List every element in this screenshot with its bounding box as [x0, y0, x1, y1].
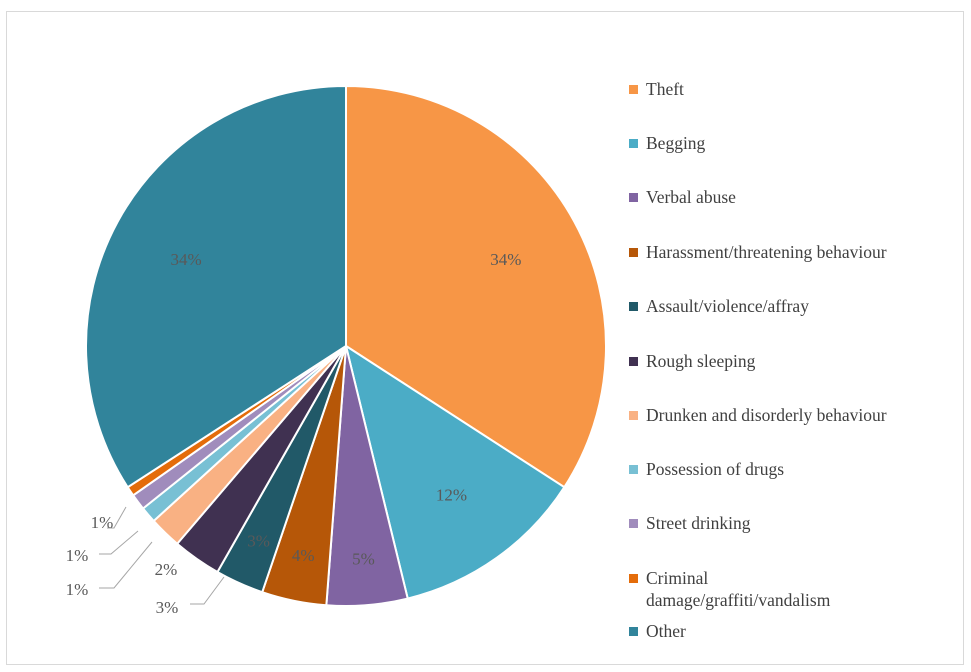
data-label: 1%	[91, 513, 114, 532]
legend-label: Verbal abuse	[646, 187, 736, 207]
data-label: 4%	[292, 546, 315, 565]
legend-label: Rough sleeping	[646, 351, 756, 371]
legend-swatch	[629, 574, 638, 583]
legend-swatch	[629, 139, 638, 148]
leader-line	[190, 576, 225, 605]
legend-label: Drunken and disorderly behaviour	[646, 405, 887, 425]
legend-item: Verbal abuse	[629, 186, 969, 208]
legend-label: Begging	[646, 133, 706, 153]
legend-item: Other	[629, 620, 969, 642]
legend-item: Street drinking	[629, 512, 969, 534]
legend-swatch	[629, 357, 638, 366]
legend-swatch	[629, 302, 638, 311]
legend-item: Begging	[629, 132, 969, 154]
legend-item: Possession of drugs	[629, 458, 969, 480]
legend-swatch	[629, 193, 638, 202]
legend-item: Rough sleeping	[629, 350, 969, 372]
legend-swatch	[629, 85, 638, 94]
legend-label: Harassment/threatening behaviour	[646, 242, 887, 262]
data-label: 34%	[490, 250, 521, 269]
data-label: 12%	[436, 485, 467, 504]
legend-swatch	[629, 465, 638, 474]
legend-label: Assault/violence/affray	[646, 296, 809, 316]
legend-swatch	[629, 248, 638, 257]
leader-line	[107, 506, 127, 529]
legend-item: Theft	[629, 78, 969, 100]
data-label: 5%	[352, 549, 375, 568]
pie-slice-other	[85, 84, 347, 489]
data-label: 3%	[156, 598, 179, 617]
legend-item: Drunken and disorderly behaviour	[629, 404, 969, 426]
legend-item: Assault/violence/affray	[629, 295, 969, 317]
data-label: 2%	[155, 560, 178, 579]
legend-label: Street drinking	[646, 513, 751, 533]
data-label: 1%	[66, 580, 89, 599]
data-label: 3%	[247, 531, 270, 550]
data-label: 34%	[171, 250, 202, 269]
pie-chart: 34%12%5%4%3%3%2%1%1%1%34%	[66, 84, 607, 617]
legend-label: Possession of drugs	[646, 459, 785, 479]
legend-swatch	[629, 627, 638, 636]
legend-swatch	[629, 411, 638, 420]
leader-line	[99, 541, 153, 589]
data-label: 1%	[66, 546, 89, 565]
chart-frame: 34% 12% 5% 4% 3% 3% 2% 1% 1% 1% 34% Theft Begging Ve…	[6, 11, 964, 665]
legend-item: Criminal damage/graffiti/vandalism	[629, 567, 969, 611]
legend-label: Other	[646, 621, 686, 641]
legend-item: Harassment/threatening behaviour	[629, 241, 969, 263]
leader-line	[99, 530, 139, 555]
legend-swatch	[629, 519, 638, 528]
legend-label: Criminal damage/graffiti/vandalism	[646, 568, 831, 610]
pie-slice-begging	[344, 343, 566, 600]
legend-label: Theft	[646, 79, 684, 99]
